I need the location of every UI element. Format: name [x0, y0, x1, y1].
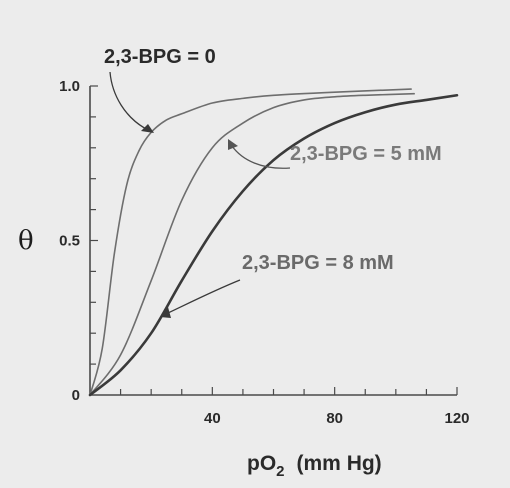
annotation-bpg-0: 2,3-BPG = 0 [104, 46, 216, 68]
arrowhead-bpg-0 [141, 124, 154, 133]
annotation-arrows [109, 71, 291, 318]
y-tick-label: 0.5 [59, 233, 80, 250]
y-tick-label: 0 [72, 387, 80, 404]
arrowhead-bpg-8 [160, 307, 171, 318]
annotations: 2,3-BPG = 0 2,3-BPG = 5 mM 2,3-BPG = 8 m… [104, 46, 442, 274]
arrow-bpg-0 [109, 71, 149, 131]
annotation-bpg-8: 2,3-BPG = 8 mM [242, 252, 394, 274]
annotation-bpg-5: 2,3-BPG = 5 mM [290, 143, 442, 165]
x-tick-label: 120 [444, 410, 469, 427]
series-line-0 [89, 88, 412, 396]
series-line-1 [89, 92, 415, 396]
x-axis-label-subscript: 2 [276, 463, 284, 480]
x-axis-label-units: (mm Hg) [297, 452, 382, 475]
series-line-2 [88, 93, 459, 397]
x-axis-label-main: pO [247, 452, 276, 475]
x-tick-label: 40 [204, 410, 221, 427]
curves [88, 88, 459, 397]
arrow-bpg-8 [167, 279, 241, 314]
tick-labels: 40 80 120 0 0.5 1.0 [59, 78, 469, 427]
x-tick-label: 80 [326, 410, 343, 427]
axis-labels: θ pO2 (mm Hg) [18, 226, 382, 480]
y-tick-label: 1.0 [59, 78, 80, 95]
x-axis-label: pO2 (mm Hg) [247, 452, 382, 480]
arrowhead-bpg-5 [228, 139, 238, 150]
arrow-bpg-5 [231, 145, 291, 169]
y-axis-label: θ [18, 226, 34, 256]
axis-ticks [90, 85, 458, 395]
